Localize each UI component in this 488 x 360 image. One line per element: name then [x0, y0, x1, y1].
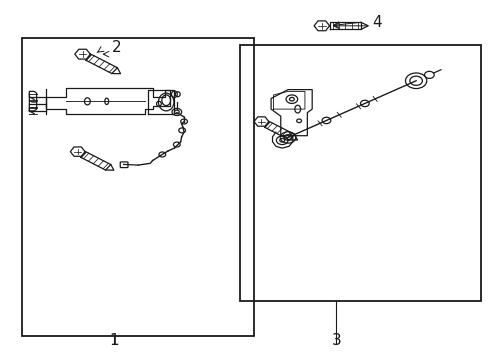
- Bar: [22, 38, 254, 336]
- Text: 2: 2: [111, 40, 121, 55]
- Bar: [239, 45, 480, 301]
- Text: 1: 1: [109, 333, 119, 348]
- Text: 3: 3: [331, 333, 341, 348]
- Text: 4: 4: [372, 15, 382, 30]
